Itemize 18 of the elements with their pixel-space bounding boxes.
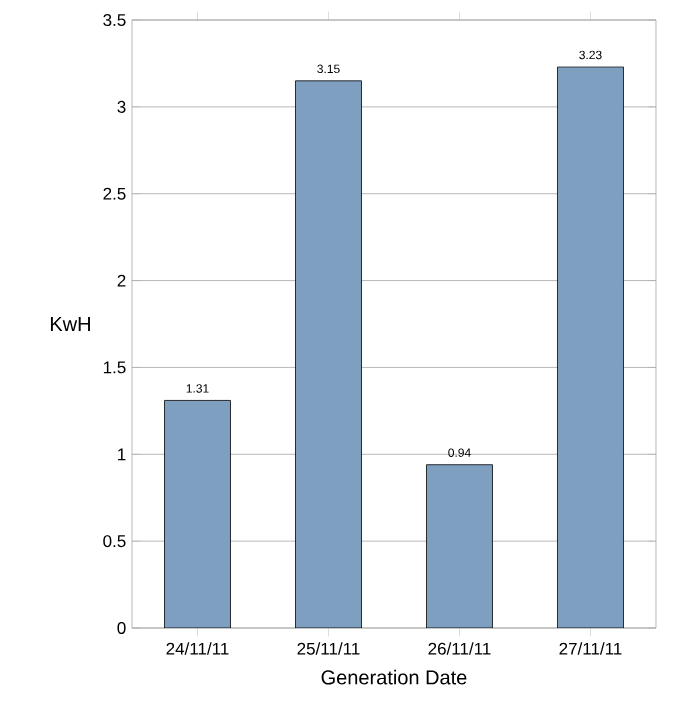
y-tick-label: 3 (117, 100, 126, 113)
y-tick-label: 1.5 (103, 361, 126, 374)
y-tick-label: 2 (117, 274, 126, 287)
x-tick-label: 25/11/11 (297, 642, 360, 655)
y-tick-label: 2.5 (103, 187, 126, 200)
x-axis-title: Generation Date (321, 669, 467, 685)
x-tick-label: 27/11/11 (559, 642, 622, 655)
y-tick-label: 0.5 (103, 535, 126, 548)
y-tick-label: 1 (118, 448, 126, 461)
x-tick-label: 26/11/11 (428, 642, 491, 655)
x-tick-label: 24/11/11 (166, 642, 229, 655)
bar (164, 400, 231, 628)
bar (295, 80, 362, 628)
y-tick-label: 3.5 (103, 14, 126, 27)
y-tick-label: 0 (117, 621, 126, 634)
bar (557, 66, 624, 628)
y-axis-title: KwH (50, 317, 90, 331)
bar (426, 464, 493, 628)
